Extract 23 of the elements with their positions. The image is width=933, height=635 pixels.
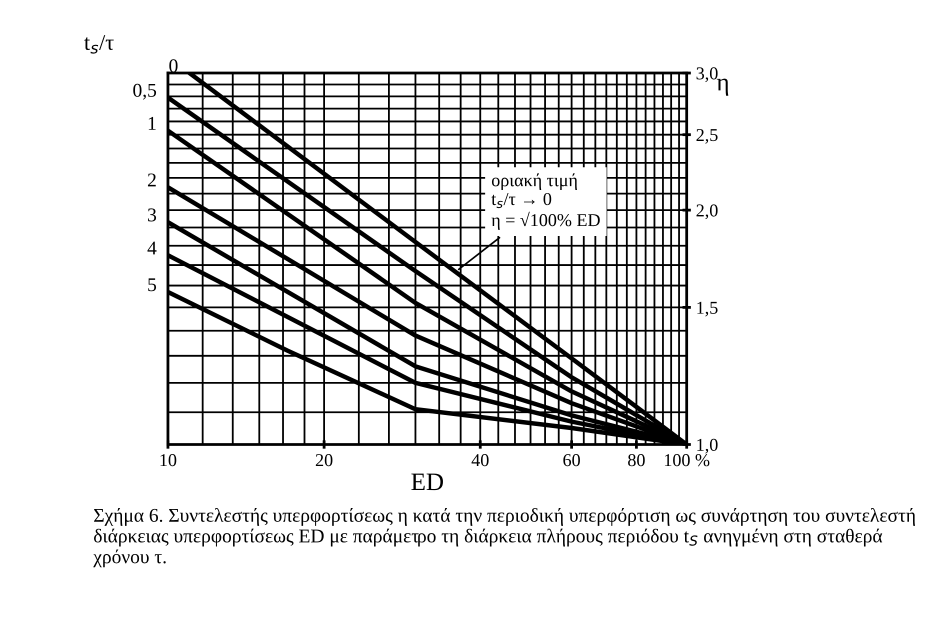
x-tick-label: 80 [628,454,645,466]
x-tick-label: 40 [472,454,489,466]
series-label: 5 [148,278,156,292]
y-axis-title: η [716,78,728,96]
series-label: 4 [147,242,157,254]
text: t$_{s}$/τ [84,35,114,54]
y-tick-label: 2,5 [696,128,718,144]
series-label: 2 [148,173,156,186]
x-axis-title: ED [411,474,443,490]
series-label: 1 [148,116,156,130]
series-label: 0,5 [133,84,156,100]
x-tick-label: 10 [160,454,176,466]
x-tick-label: 20 [316,454,332,466]
y-tick-label: 2,0 [696,204,718,220]
y-tick-label: 1,0 [697,438,718,454]
text: Σχήμα 6. Συντελεστής υπερφορτίσεως η κατά την περιοδική υπερφόρτιση ως συνάρτηση του συντελεστή διάρκειας υπερφορτίσεως ED με παράμετρο τη διάρκεια πλήρους περιόδου t$_{S}$ ανηγμένη στη σταθερά χρόνου τ. [93,508,915,568]
series-label: 3 [148,208,156,222]
x-tick-label: 60 [563,454,580,466]
annotation: οριακή τιμή t$_{s}$/τ → 0 η = √100% ED [491,173,600,230]
x-tick-label: 100 % [664,454,710,466]
y-tick-label: 3,0 [696,67,718,82]
series-label: 0 [169,59,178,72]
y-tick-label: 1,5 [697,302,718,316]
